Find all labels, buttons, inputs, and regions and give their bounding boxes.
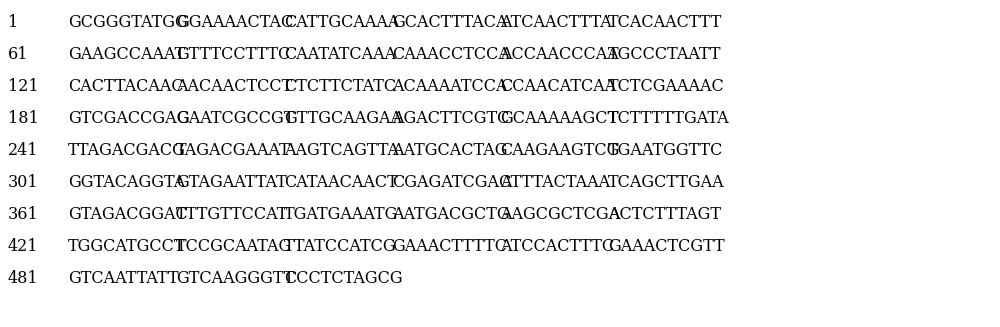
Text: TCCGCAATAG: TCCGCAATAG [176,238,292,255]
Text: GTAGAATTAT: GTAGAATTAT [176,174,287,191]
Text: 481: 481 [8,270,39,287]
Text: GAATCGCCGT: GAATCGCCGT [176,110,294,127]
Text: TCTTTTTGATA: TCTTTTTGATA [608,110,730,127]
Text: 61: 61 [8,46,28,63]
Text: GTCAATTATT: GTCAATTATT [68,270,178,287]
Text: AACAACTCCT: AACAACTCCT [176,78,292,95]
Text: AATGCACTAG: AATGCACTAG [392,142,508,159]
Text: GCAAAAAGCT: GCAAAAAGCT [500,110,618,127]
Text: CATTGCAAAA: CATTGCAAAA [284,14,399,31]
Text: GAAGCCAAAT: GAAGCCAAAT [68,46,185,63]
Text: 361: 361 [8,206,39,223]
Text: TTAGACGACG: TTAGACGACG [68,142,186,159]
Text: GCACTTTACA: GCACTTTACA [392,14,508,31]
Text: ATCAACTTTA: ATCAACTTTA [500,14,612,31]
Text: TCACAACTTT: TCACAACTTT [608,14,722,31]
Text: CCCTCTAGCG: CCCTCTAGCG [284,270,403,287]
Text: TTATCCATCG: TTATCCATCG [284,238,397,255]
Text: TCTCGAAAAC: TCTCGAAAAC [608,78,725,95]
Text: CGAGATCGAC: CGAGATCGAC [392,174,511,191]
Text: TAGACGAAAT: TAGACGAAAT [176,142,291,159]
Text: TGAATGGTTC: TGAATGGTTC [608,142,723,159]
Text: CACTTACAAC: CACTTACAAC [68,78,184,95]
Text: AGACTTCGTC: AGACTTCGTC [392,110,509,127]
Text: AAGCGCTCGA: AAGCGCTCGA [500,206,620,223]
Text: GTCGACCGAG: GTCGACCGAG [68,110,189,127]
Text: GAAACTTTTC: GAAACTTTTC [392,238,507,255]
Text: CTCTTCTATC: CTCTTCTATC [284,78,396,95]
Text: 1: 1 [8,14,18,31]
Text: CAAACCTCCA: CAAACCTCCA [392,46,510,63]
Text: CCAACATCAA: CCAACATCAA [500,78,616,95]
Text: GAAACTCGTT: GAAACTCGTT [608,238,725,255]
Text: TGCCCTAATT: TGCCCTAATT [608,46,722,63]
Text: ATTTACTAAA: ATTTACTAAA [500,174,610,191]
Text: TCAGCTTGAA: TCAGCTTGAA [608,174,725,191]
Text: GTCAAGGGTT: GTCAAGGGTT [176,270,294,287]
Text: ACCAACCCAA: ACCAACCCAA [500,46,619,63]
Text: 121: 121 [8,78,39,95]
Text: ACAAAATCCA: ACAAAATCCA [392,78,508,95]
Text: 421: 421 [8,238,38,255]
Text: GGTACAGGTA: GGTACAGGTA [68,174,185,191]
Text: TTTGTTCCAT: TTTGTTCCAT [176,206,288,223]
Text: CATAACAACT: CATAACAACT [284,174,398,191]
Text: ATCCACTTTC: ATCCACTTTC [500,238,614,255]
Text: 181: 181 [8,110,39,127]
Text: GTTGCAAGAA: GTTGCAAGAA [284,110,402,127]
Text: AAGTCAGTTA: AAGTCAGTTA [284,142,399,159]
Text: CAATATCAAA: CAATATCAAA [284,46,396,63]
Text: 241: 241 [8,142,38,159]
Text: GGAAAACTAC: GGAAAACTAC [176,14,293,31]
Text: GCGGGTATGG: GCGGGTATGG [68,14,188,31]
Text: 301: 301 [8,174,39,191]
Text: GTAGACGGAC: GTAGACGGAC [68,206,188,223]
Text: GTTTCCTTTC: GTTTCCTTTC [176,46,290,63]
Text: TGGCATGCCT: TGGCATGCCT [68,238,186,255]
Text: AATGACGCTG: AATGACGCTG [392,206,510,223]
Text: CAAGAAGTCG: CAAGAAGTCG [500,142,619,159]
Text: ACTCTTTAGT: ACTCTTTAGT [608,206,721,223]
Text: TGATGAAATG: TGATGAAATG [284,206,398,223]
